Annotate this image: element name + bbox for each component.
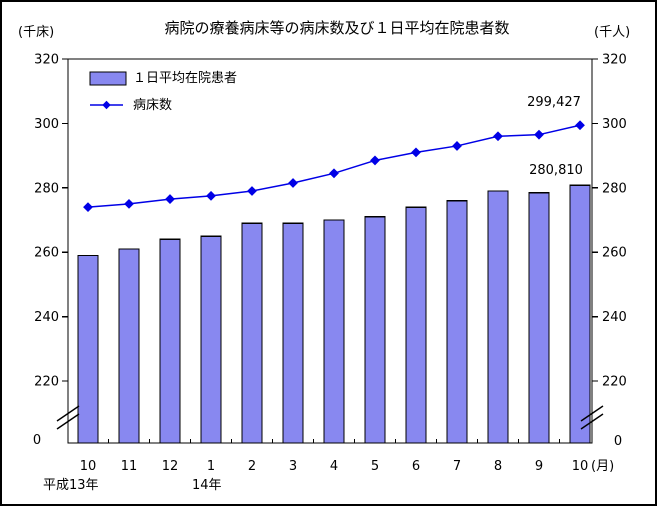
legend-label-beds: 病床数: [133, 98, 173, 113]
x-axis-month-label: 5: [371, 459, 379, 474]
beds-line-marker: [247, 186, 257, 196]
bar-month-9: [528, 191, 550, 444]
legend-label-inpatients: １日平均在院患者: [133, 71, 238, 86]
right-axis-tick-label: 300: [602, 117, 627, 132]
legend-bar-swatch: [89, 71, 127, 86]
beds-line-marker: [83, 202, 93, 213]
beds-line-marker: [165, 194, 175, 204]
annotation-beds-last-value: 299,427: [527, 95, 581, 110]
bar-month-6: [405, 206, 427, 444]
bar-month-4: [323, 219, 345, 444]
right-axis-break-mark: [580, 413, 604, 430]
right-axis-tick-label: 240: [602, 310, 627, 325]
bar-month-3: [282, 222, 304, 444]
beds-line-marker: [329, 168, 339, 179]
right-axis-zero-label: 0: [614, 434, 622, 449]
legend-line-marker: [102, 100, 111, 110]
x-axis-month-label: 12: [162, 459, 179, 474]
left-axis-tick-label: 220: [34, 375, 59, 390]
x-axis-month-label: 11: [121, 459, 138, 474]
bar-month-5: [364, 216, 386, 444]
x-axis-month-label: 3: [289, 459, 297, 474]
bar-month-2: [241, 222, 263, 444]
era-label-14: 14年: [192, 478, 222, 493]
right-axis-tick-label: 260: [602, 246, 627, 261]
beds-line-marker: [124, 198, 134, 209]
x-axis-month-label: 4: [330, 459, 338, 474]
right-axis-tick-label: 280: [602, 181, 627, 196]
left-axis-tick-label: 320: [34, 53, 59, 68]
bar-month-8: [487, 190, 509, 444]
x-axis-month-label: 10: [80, 459, 97, 474]
left-axis-tick-label: 260: [34, 246, 59, 261]
bar-month-11: [118, 248, 140, 444]
x-axis-month-label: 7: [453, 459, 461, 474]
beds-line-marker: [288, 178, 298, 188]
left-axis-unit-label: (千床): [18, 25, 55, 40]
left-axis-zero-label: 0: [33, 433, 41, 448]
x-axis-month-label: 2: [248, 459, 256, 474]
x-axis-month-label: 10: [572, 459, 589, 474]
x-axis-month-label: 6: [412, 459, 420, 474]
x-axis-month-label: 8: [494, 459, 502, 474]
left-axis-tick-label: 280: [34, 181, 59, 196]
left-axis-tick-label: 300: [34, 117, 59, 132]
chart-title: 病院の療養病床等の病床数及び１日平均在院患者数: [164, 19, 510, 37]
bar-month-10: [77, 254, 99, 444]
x-axis-month-label: 9: [535, 459, 543, 474]
beds-line-marker: [575, 120, 585, 131]
right-axis-break-mark: [580, 405, 604, 422]
left-axis-break-mark: [56, 413, 80, 430]
beds-line-marker: [370, 155, 380, 166]
beds-line-marker: [452, 141, 462, 151]
left-axis-tick-label: 240: [34, 310, 59, 325]
bar-month-7: [446, 200, 468, 444]
x-axis-month-label: 1: [207, 459, 215, 474]
beds-line-marker: [206, 190, 216, 201]
beds-line-marker: [493, 131, 503, 142]
bar-month-12: [159, 238, 181, 444]
era-label-heisei13: 平成13年: [43, 478, 99, 493]
right-axis-unit-label: (千人): [594, 25, 631, 40]
right-axis-tick-label: 220: [602, 375, 627, 390]
annotation-inpatients-last-value: 280,810: [529, 163, 583, 178]
beds-line-marker: [534, 129, 544, 140]
right-axis-tick-label: 320: [602, 53, 627, 68]
left-axis-break-mark: [56, 405, 80, 422]
bar-month-10: [569, 184, 591, 444]
beds-line-marker: [411, 147, 421, 158]
bar-month-1: [200, 235, 222, 444]
x-axis-month-unit-label: (月): [591, 459, 615, 474]
